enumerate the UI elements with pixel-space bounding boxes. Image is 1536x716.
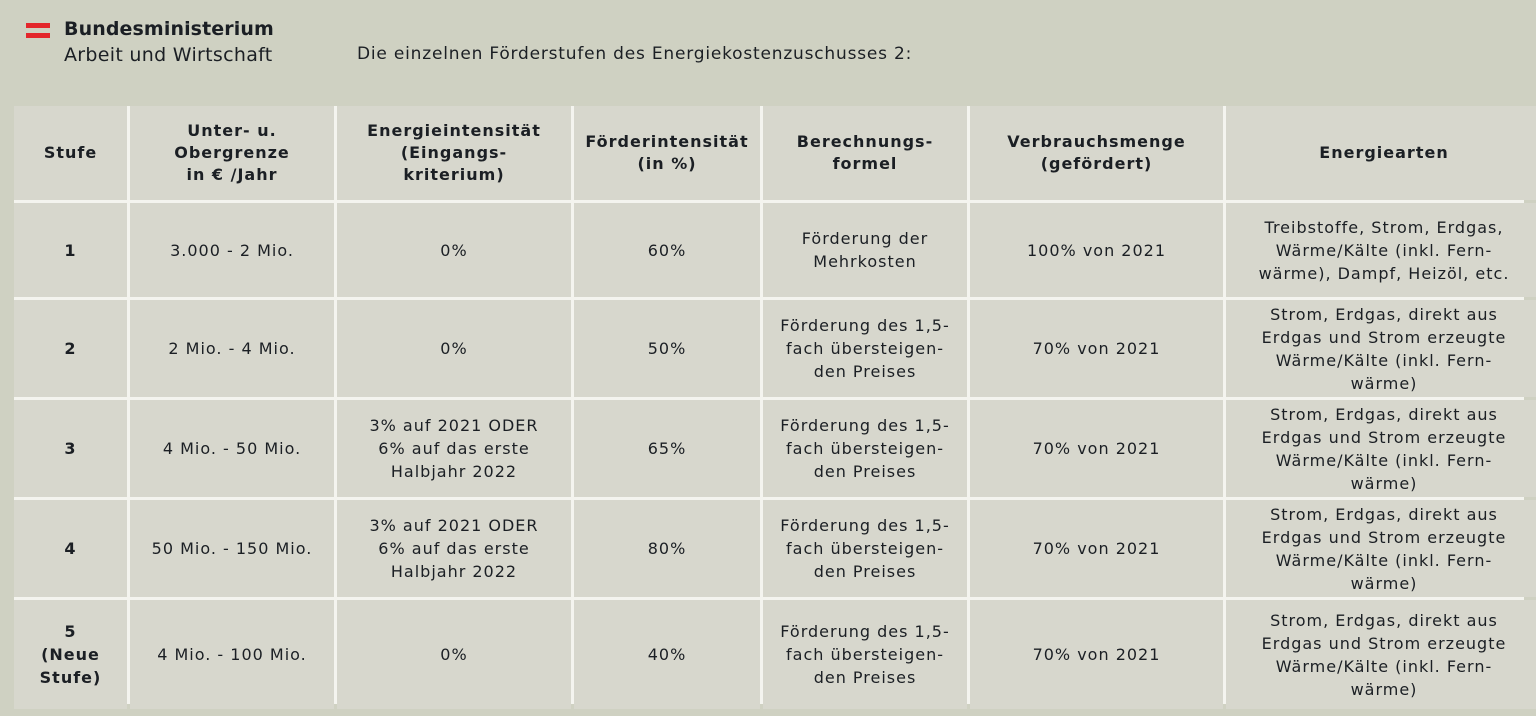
row-5-limits: 4 Mio. - 100 Mio.	[130, 600, 334, 709]
row-3-funding-intensity: 65%	[574, 400, 760, 497]
ministry-name-line2: Arbeit und Wirtschaft	[64, 44, 273, 66]
ministry-logo: Bundesministerium Arbeit und Wirtschaft	[26, 18, 286, 74]
row-3-consumption: 70% von 2021	[970, 400, 1223, 497]
row-4-stufe: 4	[14, 500, 127, 597]
row-1-energy-types: Treibstoffe, Strom, Erdgas, Wärme/Kälte …	[1226, 203, 1536, 297]
row-3-limits: 4 Mio. - 50 Mio.	[130, 400, 334, 497]
row-1-funding-intensity: 60%	[574, 203, 760, 297]
header-limits: Unter- u. Obergrenze in € /Jahr	[130, 106, 334, 200]
row-4-consumption: 70% von 2021	[970, 500, 1223, 597]
row-2-energy-types: Strom, Erdgas, direkt aus Erdgas und Str…	[1226, 300, 1536, 397]
header-formula: Berechnungs- formel	[763, 106, 967, 200]
row-3-stufe: 3	[14, 400, 127, 497]
row-4-energy-intensity: 3% auf 2021 ODER 6% auf das erste Halbja…	[337, 500, 571, 597]
row-3-energy-intensity: 3% auf 2021 ODER 6% auf das erste Halbja…	[337, 400, 571, 497]
austria-flag-icon	[26, 23, 50, 38]
row-4-formula: Förderung des 1,5- fach übersteigen- den…	[763, 500, 967, 597]
page-title: Die einzelnen Förderstufen des Energieko…	[357, 44, 913, 64]
ministry-name-line1: Bundesministerium	[64, 18, 274, 40]
row-2-limits: 2 Mio. - 4 Mio.	[130, 300, 334, 397]
row-5-consumption: 70% von 2021	[970, 600, 1223, 709]
funding-levels-table: Stufe Unter- u. Obergrenze in € /Jahr En…	[14, 106, 1536, 709]
row-5-funding-intensity: 40%	[574, 600, 760, 709]
row-5-energy-intensity: 0%	[337, 600, 571, 709]
row-1-energy-intensity: 0%	[337, 203, 571, 297]
header-consumption: Verbrauchsmenge (gefördert)	[970, 106, 1223, 200]
row-4-funding-intensity: 80%	[574, 500, 760, 597]
header-funding-intensity: Förderintensität (in %)	[574, 106, 760, 200]
row-2-consumption: 70% von 2021	[970, 300, 1223, 397]
header-energy-intensity: Energieintensität (Eingangs- kriterium)	[337, 106, 571, 200]
row-2-funding-intensity: 50%	[574, 300, 760, 397]
row-3-formula: Förderung des 1,5- fach übersteigen- den…	[763, 400, 967, 497]
row-5-formula: Förderung des 1,5- fach übersteigen- den…	[763, 600, 967, 709]
header-stufe: Stufe	[14, 106, 127, 200]
row-2-energy-intensity: 0%	[337, 300, 571, 397]
header-energy-types: Energiearten	[1226, 106, 1536, 200]
row-2-formula: Förderung des 1,5- fach übersteigen- den…	[763, 300, 967, 397]
row-1-limits: 3.000 - 2 Mio.	[130, 203, 334, 297]
row-4-energy-types: Strom, Erdgas, direkt aus Erdgas und Str…	[1226, 500, 1536, 597]
row-4-limits: 50 Mio. - 150 Mio.	[130, 500, 334, 597]
row-1-stufe: 1	[14, 203, 127, 297]
row-1-formula: Förderung der Mehrkosten	[763, 203, 967, 297]
row-1-consumption: 100% von 2021	[970, 203, 1223, 297]
row-5-energy-types: Strom, Erdgas, direkt aus Erdgas und Str…	[1226, 600, 1536, 709]
row-3-energy-types: Strom, Erdgas, direkt aus Erdgas und Str…	[1226, 400, 1536, 497]
row-5-stufe: 5 (Neue Stufe)	[14, 600, 127, 709]
row-2-stufe: 2	[14, 300, 127, 397]
